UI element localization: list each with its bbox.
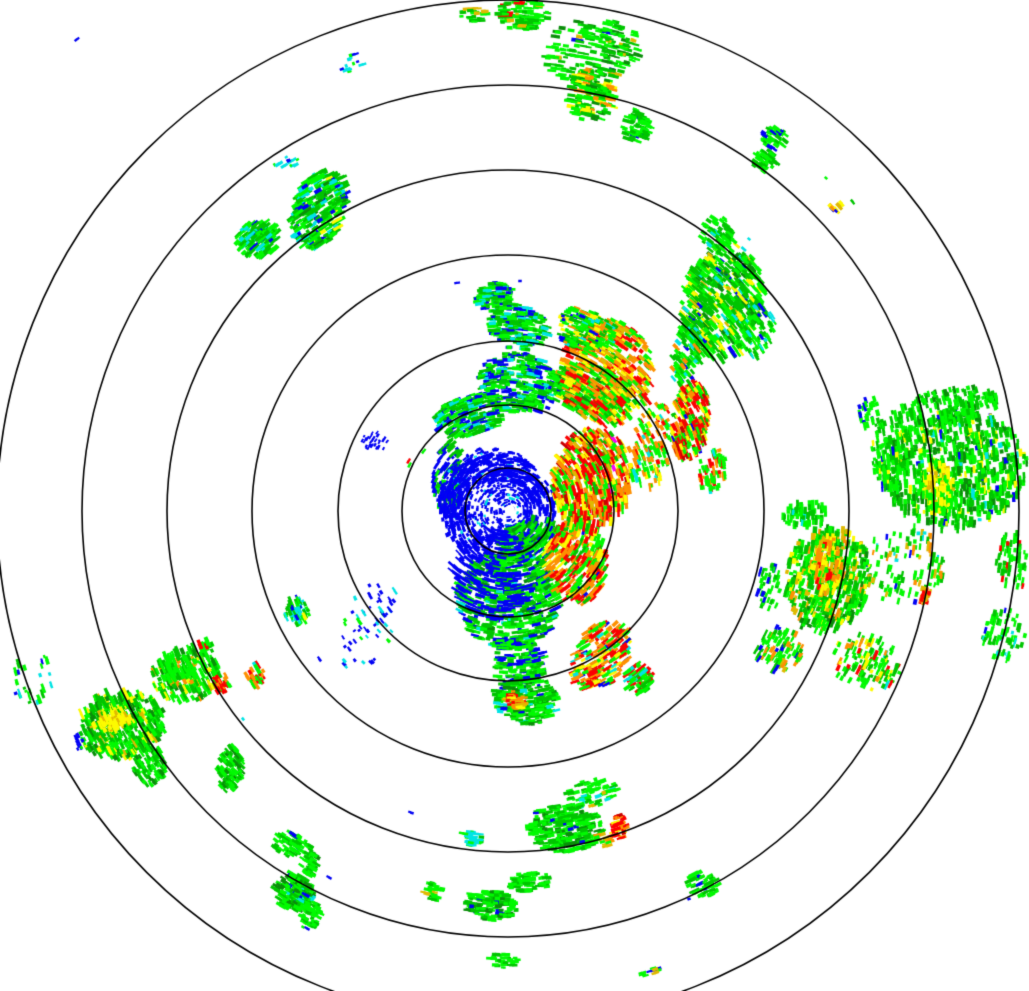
radar-display	[0, 0, 1029, 991]
radar-canvas	[0, 0, 1029, 991]
